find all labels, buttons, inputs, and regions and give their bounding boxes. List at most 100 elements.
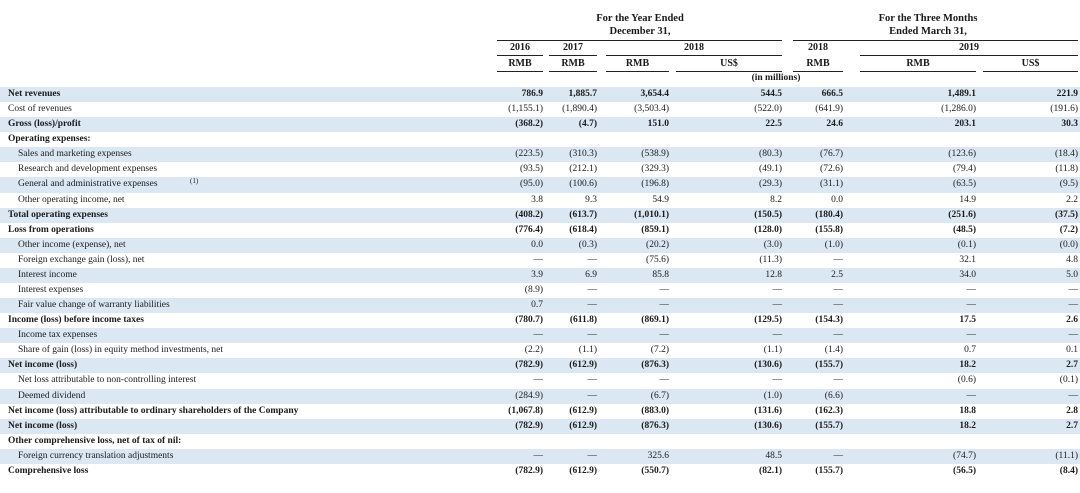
col-currency-3: US$ (720, 58, 738, 69)
cell-value: 18.2 (959, 420, 976, 431)
year-ended-underline (497, 40, 782, 41)
cell-value: — (966, 330, 977, 341)
cell-value: — (587, 300, 598, 311)
cell-value: (79.4) (953, 164, 976, 175)
col-currency-4: RMB (806, 58, 830, 69)
cell-value: (212.1) (569, 164, 597, 175)
cell-value: — (1068, 300, 1079, 311)
cell-value: (20.2) (646, 239, 669, 250)
table-row: Gross (loss)/profit (368.2) (4.7) 151.0 22.5… (0, 117, 1080, 133)
col-2017-year: 2017 (563, 42, 583, 53)
table-row: Operating expenses: (0, 132, 1080, 147)
cell-value: 30.3 (1061, 119, 1078, 130)
cell-value: (538.9) (641, 149, 669, 160)
table-row: Net loss attributable to non-controlling… (0, 373, 1080, 388)
table-row: Other income (expense), net 0.0 (0.3) (20.2… (0, 237, 1080, 253)
cell-value: (93.5) (520, 164, 543, 175)
row-label: Share of gain (loss) in equity method in… (18, 345, 224, 356)
cell-value: (162.3) (815, 405, 843, 416)
three-months-header-line1: For the Three Months (878, 13, 978, 24)
row-label: Loss from operations (8, 224, 94, 235)
row-label: Foreign exchange gain (loss), net (18, 254, 145, 265)
cell-value: — (772, 285, 783, 296)
cur-underline-6 (983, 71, 1078, 72)
cell-value: 666.5 (821, 89, 843, 99)
cell-value: (76.7) (820, 149, 843, 160)
cell-value: (49.1) (759, 164, 782, 175)
cell-value: 8.2 (770, 194, 782, 205)
cell-value: (612.9) (569, 465, 597, 476)
cell-value: 48.5 (765, 450, 782, 461)
cell-value: (3,503.4) (634, 104, 669, 115)
col-currency-0: RMB (508, 58, 532, 69)
cell-value: (72.6) (820, 164, 843, 175)
row-label: Other income (expense), net (18, 239, 126, 250)
row-label: Income (loss) before income taxes (8, 315, 144, 326)
cell-value: 2.8 (1066, 405, 1078, 416)
cell-value: (1,010.1) (634, 209, 669, 220)
cur-underline-5 (860, 71, 976, 72)
cell-value: (11.8) (1055, 164, 1078, 175)
cell-value: (876.3) (641, 420, 669, 431)
row-label: Gross (loss)/profit (8, 119, 81, 130)
cell-value: (6.6) (824, 390, 843, 401)
cell-value: 1,885.7 (568, 89, 598, 99)
cell-value: (4.7) (578, 119, 597, 130)
cell-value: — (833, 300, 844, 311)
cur-underline-3 (676, 71, 782, 72)
cell-value: (155.7) (815, 360, 843, 371)
cell-value: (129.5) (754, 315, 782, 326)
cell-value: (883.0) (641, 405, 669, 416)
cell-value: 2.2 (1066, 194, 1078, 205)
cell-value: — (1068, 390, 1079, 401)
cur-underline-1 (549, 71, 597, 72)
row-label: Net income (loss) (8, 360, 78, 371)
cell-value: 0.7 (531, 300, 543, 311)
cell-value: (641.9) (815, 104, 843, 115)
cell-value: (0.3) (578, 239, 597, 250)
row-label: Net revenues (8, 89, 61, 99)
cell-value: — (587, 450, 598, 461)
cell-value: 18.2 (959, 360, 976, 371)
col-currency-1: RMB (561, 58, 585, 69)
cell-value: (782.9) (515, 360, 543, 371)
cell-value: 0.7 (964, 345, 976, 356)
cell-value: (612.9) (569, 420, 597, 431)
cell-value: (123.6) (948, 149, 976, 160)
cell-value: (223.5) (515, 149, 543, 160)
row-label: Fair value change of warranty liabilitie… (18, 300, 170, 311)
cell-value: (612.9) (569, 405, 597, 416)
table-row: Fair value change of warranty liabilitie… (0, 298, 1080, 314)
cell-value: (1.0) (763, 390, 782, 401)
table-row: Interest income 3.9 6.9 85.8 12.8 2.5 34.0 5.0 (0, 267, 1080, 284)
cell-value: (611.8) (569, 315, 597, 326)
cell-value: (155.7) (815, 420, 843, 431)
cell-value: 221.9 (1056, 89, 1078, 99)
row-label: Research and development expenses (18, 164, 158, 175)
cell-value: 54.9 (652, 194, 669, 205)
cell-value: (0.6) (957, 375, 976, 386)
cell-value: 0.0 (831, 194, 843, 205)
col-currency-6: US$ (1021, 58, 1040, 69)
cur-underline-2 (606, 71, 669, 72)
row-label: Interest expenses (18, 285, 84, 296)
year-underline-2017 (549, 55, 597, 56)
cell-value: (48.5) (953, 224, 976, 235)
table-row: Other operating income, net 3.8 9.3 54.9 8.2… (0, 193, 1080, 208)
cell-value: — (533, 450, 544, 461)
footnote-marker: (1) (190, 177, 199, 186)
cell-value: — (533, 254, 544, 265)
cell-value: (31.1) (820, 179, 843, 190)
table-row: Loss from operations (776.4) (618.4) (859.1… (0, 223, 1080, 238)
row-label: Net income (loss) attributable to ordina… (8, 405, 299, 416)
cell-value: 0.0 (531, 239, 543, 250)
cell-value: — (833, 254, 844, 265)
cell-value: (18.4) (1055, 149, 1078, 160)
cell-value: (100.6) (569, 179, 597, 190)
cell-value: — (833, 450, 844, 461)
cell-value: (130.6) (754, 360, 782, 371)
units-note: (in millions) (751, 73, 801, 83)
cell-value: (3.0) (763, 239, 782, 250)
cell-value: (7.2) (1059, 224, 1078, 235)
cell-value: (613.7) (569, 209, 597, 220)
